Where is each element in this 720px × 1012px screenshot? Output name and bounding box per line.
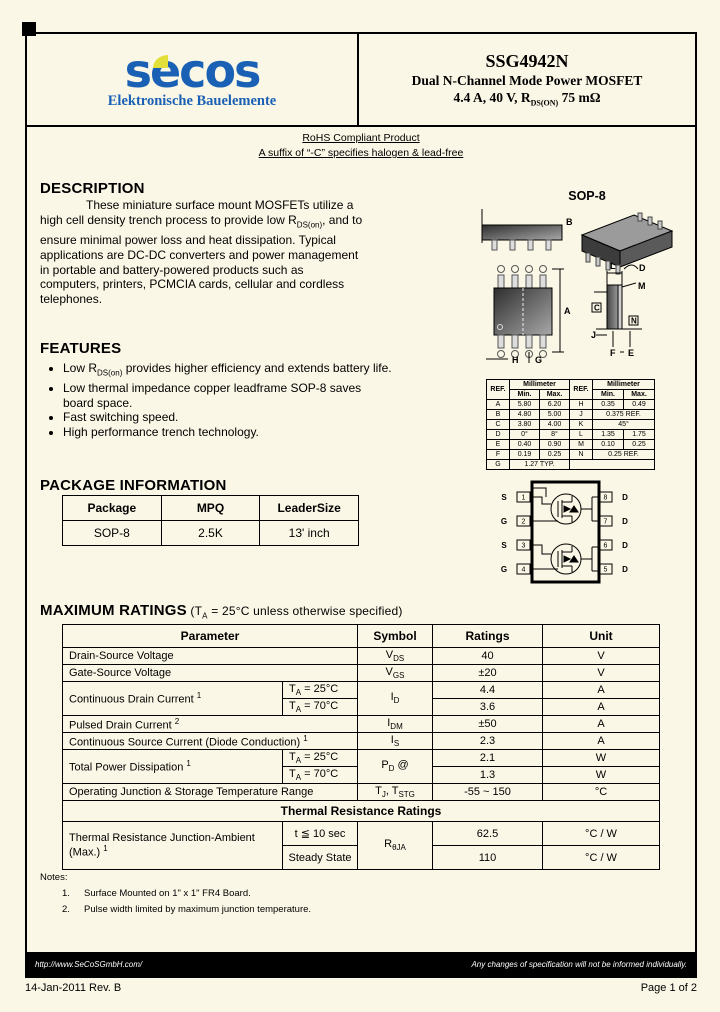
table-row: Pulsed Drain Current 2 IDM ±50 A	[62, 715, 660, 733]
pin-label: D	[622, 517, 628, 526]
dim-label-l: L	[610, 261, 616, 271]
footer-bar: http://www.SeCoSGmbH.com/ Any changes of…	[27, 952, 695, 976]
header: secos Elektronische Bauelemente SSG4942N…	[27, 34, 695, 127]
dim-label-g: G	[535, 355, 542, 365]
dim-label-d: D	[639, 263, 646, 273]
rohs-line1: RoHS Compliant Product	[302, 132, 420, 144]
table-row: Steady State 110 °C / W	[63, 845, 660, 870]
features-list: Low RDS(on) provides higher efficiency a…	[45, 361, 393, 439]
secos-logo: secos	[125, 43, 262, 98]
pin-label: D	[622, 541, 628, 550]
pin-label: D	[622, 565, 628, 574]
side-view: B	[481, 209, 573, 251]
table-row: C 3.80 4.00 K 45°	[486, 419, 655, 430]
pinout-diagram: 1 2 3 4 8 7 6 5 S G S G D D D D	[501, 480, 628, 584]
dim-label-e: E	[628, 348, 634, 358]
pin-label: G	[501, 565, 507, 574]
table-row: REF. Millimeter REF. Millimeter	[486, 379, 655, 400]
sop8-outline-drawing: B	[481, 209, 674, 365]
revision-date: 14-Jan-2011 Rev. B	[25, 982, 122, 994]
dim-label-a: A	[564, 306, 571, 316]
revision-row: 14-Jan-2011 Rev. B Page 1 of 2	[25, 982, 697, 994]
table-row: Thermal Resistance Ratings	[62, 800, 660, 822]
pin-number: 6	[604, 543, 608, 550]
dim-label-n: N	[631, 317, 637, 326]
pin-number: 1	[522, 495, 526, 502]
rohs-line2: A suffix of “-C” specifies halogen & lea…	[258, 147, 464, 159]
top-view: A H G	[486, 265, 571, 365]
list-item: Fast switching speed.	[63, 410, 393, 425]
note-item: 2. Pulse width limited by maximum junctio…	[62, 904, 312, 915]
table-row: F 0.19 0.25 N 0.25 REF.	[486, 449, 655, 460]
dimension-table: REF. Millimeter REF. Millimeter Min. Max. Min…	[486, 379, 655, 470]
dim-label-j: J	[591, 330, 596, 340]
page-frame: secos Elektronische Bauelemente SSG4942N…	[25, 32, 697, 978]
pin-number: 3	[522, 543, 526, 550]
description-heading: DESCRIPTION	[40, 180, 145, 197]
pin-number: 4	[522, 567, 526, 574]
table-row: TA = 70°C 3.6 A	[63, 698, 660, 716]
table-row: E 0.40 0.90 M 0.10 0.25	[486, 439, 655, 450]
table-row: B 4.80 5.00 J 0.375 REF.	[486, 409, 655, 420]
lead-profile-view: L D M C N J F E	[591, 261, 646, 358]
package-outline-title: SOP-8	[568, 189, 606, 203]
pin-label: D	[622, 493, 628, 502]
list-item: High performance trench technology.	[63, 425, 393, 440]
device-ratings-line: 4.4 A, 40 V, RDS(ON) 75 mΩ	[453, 90, 601, 108]
footer-url: http://www.SeCoSGmbH.com/	[35, 959, 143, 969]
mosfet-symbol	[530, 487, 599, 525]
table-row: Drain-Source Voltage VDS 40 V	[62, 647, 660, 665]
table-row: Package MPQ LeaderSize	[62, 495, 359, 521]
title-block: SSG4942N Dual N-Channel Mode Power MOSFE…	[359, 34, 695, 125]
rohs-block: RoHS Compliant Product A suffix of “-C” …	[27, 131, 695, 161]
notes-label: Notes:	[40, 872, 68, 883]
pin-number: 5	[604, 567, 608, 574]
dim-label-m: M	[638, 281, 646, 291]
mosfet-symbol	[530, 543, 599, 575]
dim-label-f: F	[610, 348, 616, 358]
table-row: Parameter Symbol Ratings Unit	[62, 624, 660, 648]
pin-label: G	[501, 517, 507, 526]
list-item: Low thermal impedance copper leadframe S…	[63, 381, 393, 410]
package-info-heading: PACKAGE INFORMATION	[40, 477, 227, 494]
device-title: Dual N-Channel Mode Power MOSFET	[411, 73, 643, 89]
table-row: Continuous Source Current (Diode Conduct…	[62, 732, 660, 750]
notes-block: Notes: 1. Surface Mounted on 1" x 1" FR4 …	[40, 872, 311, 916]
logo-block: secos Elektronische Bauelemente	[27, 34, 359, 125]
table-row: D 0° 8° L 1.35 1.75	[486, 429, 655, 440]
pin-label: S	[501, 541, 507, 550]
table-row: Continuous Drain Current 1 TA = 25°C ID …	[62, 681, 660, 716]
logo-letter-e: e	[149, 43, 181, 98]
note-item: 1. Surface Mounted on 1" x 1" FR4 Board.	[62, 888, 251, 899]
logo-subtitle: Elektronische Bauelemente	[107, 92, 277, 109]
max-ratings-table: Parameter Symbol Ratings Unit Drain-Sour…	[62, 624, 660, 870]
footer-disclaimer: Any changes of specification will not be…	[471, 959, 687, 969]
pin-number: 7	[604, 519, 608, 526]
table-row: G 1.27 TYP.	[486, 459, 655, 470]
table-row: A 5.80 6.20 H 0.35 0.49	[486, 399, 655, 410]
pin-number: 8	[604, 495, 608, 502]
table-row: Total Power Dissipation 1 TA = 25°C PD @…	[62, 749, 660, 784]
perspective-view	[580, 212, 674, 275]
page-number: Page 1 of 2	[640, 982, 697, 994]
features-heading: FEATURES	[40, 340, 122, 357]
part-number: SSG4942N	[485, 51, 569, 72]
dim-label-b: B	[566, 217, 573, 227]
table-row: Min. Max. Min. Max.	[487, 389, 655, 400]
table-row: Operating Junction & Storage Temperature…	[62, 783, 660, 801]
max-ratings-heading: MAXIMUM RATINGS (TA = 25°C unless otherw…	[40, 602, 403, 621]
table-row: SOP-8 2.5K 13' inch	[62, 520, 359, 546]
logo-letter: s	[124, 43, 152, 98]
pin-number: 2	[522, 519, 526, 526]
dim-label-h: H	[512, 355, 519, 365]
list-item: Low RDS(on) provides higher efficiency a…	[63, 361, 393, 381]
logo-letters: cos	[179, 43, 261, 98]
pin-label: S	[501, 493, 507, 502]
description-paragraph: These miniature surface mount MOSFETs ut…	[40, 198, 363, 307]
dim-label-c: C	[594, 304, 600, 313]
table-row: Thermal Resistance Junction-Ambient (Max…	[62, 821, 660, 870]
package-info-table: Package MPQ LeaderSize SOP-8 2.5K 13' inch	[62, 495, 359, 546]
table-row: Gate-Source Voltage VGS ±20 V	[62, 664, 660, 682]
